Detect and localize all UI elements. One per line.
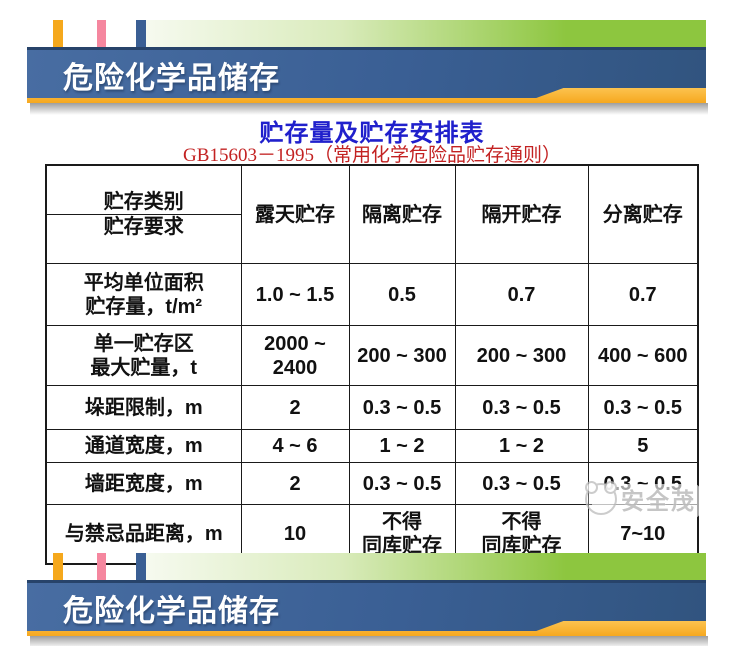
decor-bar-blue	[136, 20, 146, 48]
value-cell: 4 ~ 6	[240, 429, 350, 463]
decor-bar-pink	[97, 20, 106, 48]
table-row: 单一贮存区 最大贮量，t 2000 ~ 2400 200 ~ 300 200 ~…	[45, 325, 699, 386]
value-cell: 1 ~ 2	[454, 429, 589, 463]
value-cell: 200 ~ 300	[454, 325, 589, 386]
decor-green-strip	[146, 553, 706, 581]
storage-table-wrap: 贮存类别 贮存要求 露天贮存 隔离贮存 隔开贮存 分离贮存 平均单位面积 贮存量…	[45, 164, 700, 565]
value-cell: 5	[587, 429, 699, 463]
row-label: 平均单位面积 贮存量，t/m²	[45, 263, 242, 326]
value-cell: 200 ~ 300	[348, 325, 456, 386]
value-cell: 2	[240, 462, 350, 505]
watermark-text: 安全茂	[621, 488, 696, 514]
banner-shadow	[30, 103, 708, 115]
table-row: 通道宽度，m 4 ~ 6 1 ~ 2 1 ~ 2 5	[45, 429, 699, 463]
decor-green-strip	[146, 20, 706, 48]
header-banner: 危险化学品储存	[0, 0, 744, 115]
value-cell: 400 ~ 600	[587, 325, 699, 386]
column-header: 隔开贮存	[454, 164, 589, 264]
value-cell: 0.3 ~ 0.5	[587, 385, 699, 430]
decor-bar-orange	[53, 20, 63, 48]
row-label: 墙距宽度，m	[45, 462, 242, 505]
column-header: 隔离贮存	[348, 164, 456, 264]
banner-shadow	[30, 636, 708, 646]
decor-bar-orange	[53, 553, 63, 581]
column-header: 分离贮存	[587, 164, 699, 264]
watermark-logo-icon	[585, 481, 617, 515]
header-banner-title: 危险化学品储存	[63, 61, 280, 95]
value-cell: 0.3 ~ 0.5	[454, 462, 589, 505]
table-row: 垛距限制，m 2 0.3 ~ 0.5 0.3 ~ 0.5 0.3 ~ 0.5	[45, 385, 699, 430]
value-cell: 0.5	[348, 263, 456, 326]
corner-label-bottom: 贮存要求	[103, 216, 184, 238]
value-cell: 0.3 ~ 0.5	[348, 462, 456, 505]
row-label: 单一贮存区 最大贮量，t	[45, 325, 242, 386]
watermark: 安全茂	[585, 481, 696, 516]
value-cell: 0.3 ~ 0.5	[454, 385, 589, 430]
footer-banner-title: 危险化学品储存	[63, 594, 280, 628]
column-header: 露天贮存	[240, 164, 350, 264]
row-label: 通道宽度，m	[45, 429, 242, 463]
value-cell: 2000 ~ 2400	[240, 325, 350, 386]
value-cell: 2	[240, 385, 350, 430]
decor-bar-blue	[136, 553, 146, 581]
decor-bar-pink	[97, 553, 106, 581]
table-row: 平均单位面积 贮存量，t/m² 1.0 ~ 1.5 0.5 0.7 0.7	[45, 263, 699, 326]
value-cell: 0.7	[587, 263, 699, 326]
page-title: 贮存量及贮存安排表	[259, 120, 485, 147]
corner-label-top: 贮存类别	[47, 190, 241, 215]
row-label: 垛距限制，m	[45, 385, 242, 430]
header-banner-bar: 危险化学品储存	[27, 47, 706, 99]
value-cell: 1 ~ 2	[348, 429, 456, 463]
page-subtitle: GB15603－1995（常用化学危险品贮存通则）	[183, 145, 561, 166]
table-header-row: 贮存类别 贮存要求 露天贮存 隔离贮存 隔开贮存 分离贮存	[45, 164, 699, 264]
value-cell: 0.7	[454, 263, 589, 326]
corner-cell: 贮存类别 贮存要求	[45, 164, 242, 264]
value-cell: 0.3 ~ 0.5	[348, 385, 456, 430]
footer-banner: 危险化学品储存	[0, 533, 744, 646]
value-cell: 1.0 ~ 1.5	[240, 263, 350, 326]
